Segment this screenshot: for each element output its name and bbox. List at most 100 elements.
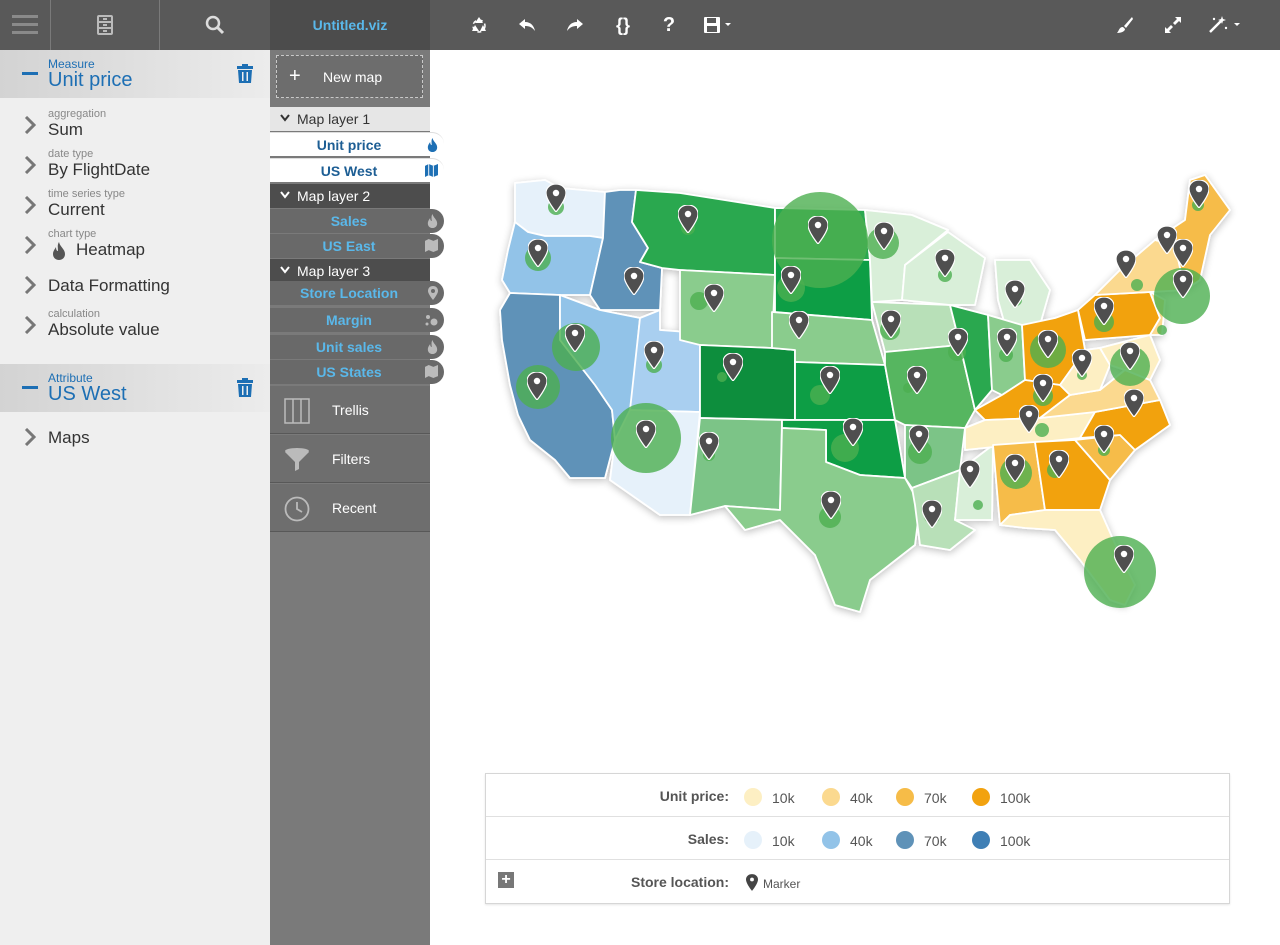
layer-header-2[interactable]: Map layer 2	[270, 184, 430, 208]
attribute-sublabel: Attribute	[48, 371, 93, 385]
layer-item-label: Unit price	[316, 137, 382, 153]
state-new-england[interactable]	[1154, 174, 1231, 291]
measure-section[interactable]: Measure Unit price	[0, 50, 270, 98]
property-calculation[interactable]: calculation Absolute value	[0, 304, 270, 344]
brush-icon[interactable]	[1110, 0, 1140, 50]
flame-icon	[427, 214, 438, 228]
flame-icon	[53, 242, 65, 260]
layer-item-label: US East	[322, 238, 376, 254]
plus-icon: +	[289, 65, 301, 87]
property-value: Absolute value	[48, 320, 160, 339]
expand-icon[interactable]	[1158, 0, 1188, 50]
property-label: calculation	[48, 308, 100, 320]
menu-icon[interactable]	[0, 0, 50, 50]
layer-item-us-west[interactable]: US West	[270, 158, 444, 182]
legend-row-store-location: + Store location: Marker	[486, 860, 1229, 903]
legend-swatch	[744, 831, 762, 849]
legend-title: Unit price:	[659, 788, 729, 804]
state-co[interactable]	[699, 344, 796, 421]
trellis-button[interactable]: Trellis	[270, 386, 430, 434]
map-icon	[425, 365, 438, 378]
property-aggregation[interactable]: aggregation Sum	[0, 104, 270, 144]
property-label: time series type	[48, 188, 126, 200]
layer-item-label: Unit sales	[315, 339, 383, 355]
layer-title: Map layer 3	[297, 263, 371, 279]
layer-item-unit-sales[interactable]: Unit sales	[270, 335, 444, 359]
legend-swatch	[822, 831, 840, 849]
property-value: Data Formatting	[48, 276, 170, 295]
layer-item-margin[interactable]: Margin	[270, 308, 444, 332]
recycle-icon[interactable]	[464, 0, 494, 50]
property-date-type[interactable]: date type By FlightDate	[0, 144, 270, 184]
property-time-series-type[interactable]: time series type Current	[0, 184, 270, 224]
attribute-section[interactable]: Attribute US West	[0, 364, 270, 412]
file-name-tab[interactable]: Untitled.viz	[270, 0, 430, 50]
clock-icon	[284, 496, 310, 522]
chevron-right-icon	[24, 196, 36, 214]
legend-label: Marker	[763, 877, 801, 891]
data-source-icon[interactable]	[51, 0, 159, 50]
chevron-right-icon	[24, 236, 36, 254]
chevron-right-icon	[24, 428, 36, 446]
chevron-down-icon	[280, 191, 290, 199]
layer-item-store-location[interactable]: Store Location	[270, 281, 444, 305]
measure-name: Unit price	[48, 69, 133, 91]
state-pa[interactable]	[1077, 291, 1161, 341]
legend-swatch	[822, 788, 840, 806]
layer-item-label: Sales	[330, 213, 368, 229]
property-value: Maps	[48, 428, 90, 447]
layer-header-1[interactable]: Map layer 1	[270, 107, 430, 131]
filters-button[interactable]: Filters	[270, 435, 430, 483]
recent-label: Recent	[332, 500, 377, 516]
layer-item-sales[interactable]: Sales	[270, 209, 444, 233]
marker-icon	[746, 874, 758, 891]
legend-title: Sales:	[687, 831, 729, 847]
magic-wand-icon[interactable]	[1206, 0, 1244, 50]
search-icon[interactable]	[160, 0, 270, 50]
property-value: By FlightDate	[48, 160, 151, 179]
layer-title: Map layer 1	[297, 111, 371, 127]
state-wy[interactable]	[679, 269, 776, 349]
legend-swatch	[896, 788, 914, 806]
filters-label: Filters	[332, 451, 371, 467]
trellis-icon	[284, 398, 310, 424]
new-map-button[interactable]: + New map	[276, 55, 423, 98]
recent-button[interactable]: Recent	[270, 484, 430, 532]
legend-label: 100k	[1000, 790, 1031, 806]
redo-icon[interactable]	[560, 0, 590, 50]
collapse-icon[interactable]	[22, 386, 38, 389]
help-icon[interactable]: ?	[662, 13, 676, 36]
state-mt[interactable]	[631, 189, 776, 276]
chevron-right-icon	[24, 116, 36, 134]
new-map-label: New map	[323, 69, 383, 85]
property-chart-type[interactable]: chart type Heatmap	[0, 224, 270, 264]
map-icon	[425, 239, 438, 252]
chevron-down-icon	[280, 266, 290, 274]
collapse-icon[interactable]	[22, 72, 38, 75]
trash-icon[interactable]	[236, 378, 254, 398]
trash-icon[interactable]	[236, 64, 254, 84]
map-layers-panel: + New map Map layer 1 Unit price US West…	[270, 50, 444, 945]
map-canvas[interactable]	[430, 50, 1280, 750]
code-braces-icon[interactable]: {}	[615, 14, 630, 35]
layer-item-unit-price[interactable]: Unit price	[270, 132, 444, 156]
map-legend: Unit price: 10k 40k 70k 100k Sales: 10k …	[485, 773, 1230, 904]
filter-icon	[285, 448, 309, 471]
layer-item-us-states[interactable]: US States	[270, 360, 444, 384]
save-icon[interactable]	[700, 0, 736, 50]
legend-swatch	[896, 831, 914, 849]
bubbles-icon	[425, 315, 438, 326]
legend-label: 70k	[924, 790, 947, 806]
attribute-name: US West	[48, 383, 127, 405]
layer-item-us-east[interactable]: US East	[270, 234, 444, 258]
undo-icon[interactable]	[512, 0, 542, 50]
layer-header-3[interactable]: Map layer 3	[270, 259, 430, 283]
layer-item-label: Margin	[326, 312, 372, 328]
property-maps[interactable]: Maps	[0, 416, 270, 456]
legend-label: 100k	[1000, 833, 1031, 849]
property-data-formatting[interactable]: Data Formatting	[0, 264, 270, 304]
legend-swatch	[972, 831, 990, 849]
legend-label: 40k	[850, 833, 873, 849]
state-ks[interactable]	[794, 361, 896, 421]
expand-legend-button[interactable]: +	[498, 872, 514, 888]
